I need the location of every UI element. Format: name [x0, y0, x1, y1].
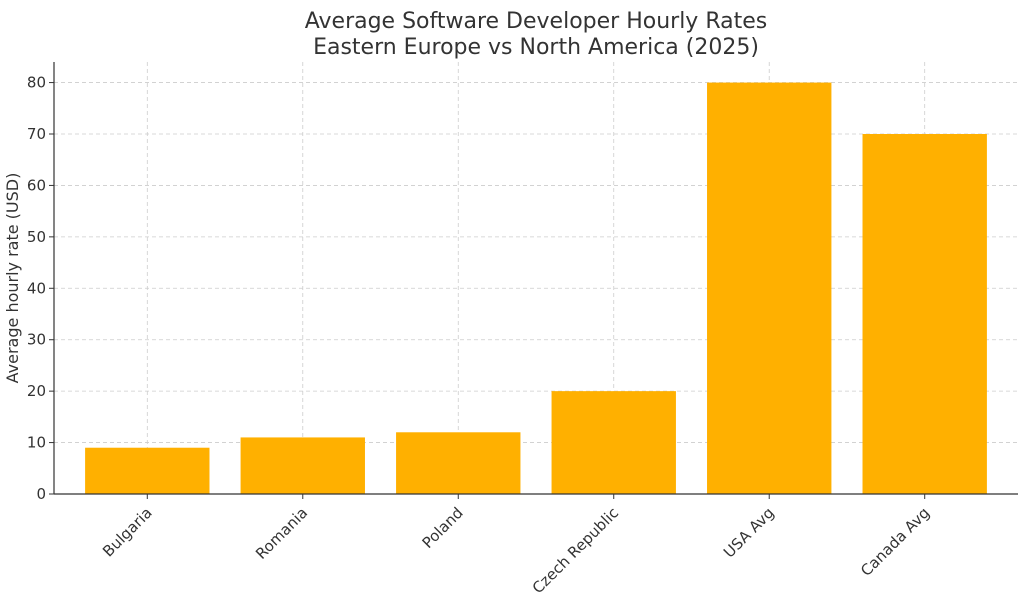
chart-title: Average Software Developer Hourly Rates — [305, 9, 767, 34]
x-tick-label: USA Avg — [720, 504, 778, 562]
y-tick-label: 80 — [27, 74, 46, 92]
y-tick-label: 60 — [27, 176, 46, 194]
x-tick-label: Romania — [252, 504, 311, 563]
y-axis-label: Average hourly rate (USD) — [3, 173, 22, 384]
bar-poland — [396, 432, 521, 494]
y-tick-label: 30 — [27, 331, 46, 349]
y-tick-label: 50 — [27, 228, 46, 246]
x-tick-label: Bulgaria — [99, 504, 156, 561]
chart-subtitle: Eastern Europe vs North America (2025) — [313, 35, 759, 60]
y-tick-label: 0 — [36, 485, 46, 503]
bars — [85, 82, 987, 495]
y-tick-label: 10 — [27, 434, 46, 452]
bar-czech-republic — [551, 391, 676, 494]
x-tick-label: Canada Avg — [857, 504, 933, 580]
x-tick-label: Poland — [419, 504, 467, 552]
bar-canada-avg — [862, 134, 987, 494]
bar-bulgaria — [85, 447, 210, 494]
x-tick-label: Czech Republic — [529, 504, 622, 597]
y-tick-label: 40 — [27, 279, 46, 297]
bar-usa-avg — [707, 82, 832, 495]
y-tick-label: 20 — [27, 382, 46, 400]
bar-romania — [240, 437, 365, 494]
y-tick-label: 70 — [27, 125, 46, 143]
